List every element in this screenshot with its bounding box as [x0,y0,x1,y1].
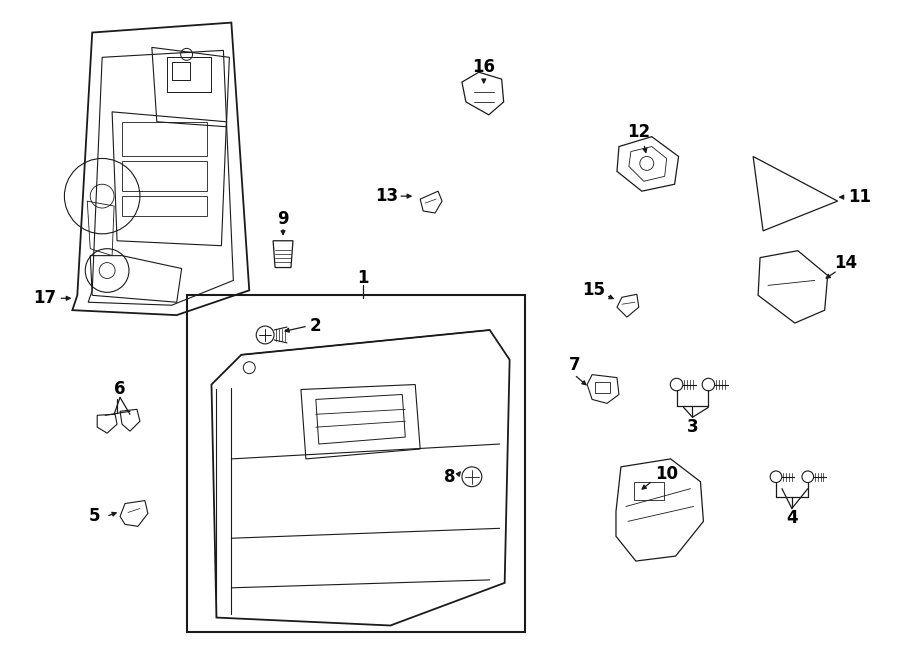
Text: 10: 10 [655,465,679,483]
Bar [122,196,206,216]
Text: 15: 15 [582,282,606,299]
Bar [166,58,212,92]
Text: 6: 6 [114,381,126,399]
Bar [122,122,206,157]
Text: 17: 17 [33,290,56,307]
Text: 13: 13 [374,187,398,205]
Text: 7: 7 [569,356,580,373]
Text: 1: 1 [356,270,368,288]
Text: 3: 3 [687,418,698,436]
Text: 16: 16 [472,58,495,76]
Bar [172,62,190,80]
Text: 11: 11 [848,188,871,206]
Text: 9: 9 [277,210,289,228]
Bar [122,161,206,191]
Text: 12: 12 [627,123,651,141]
Text: 8: 8 [445,468,455,486]
Bar [186,295,525,633]
Text: 5: 5 [88,508,100,525]
Bar [595,381,610,393]
Text: 4: 4 [786,510,797,527]
Text: 14: 14 [834,254,857,272]
Text: 2: 2 [310,317,321,335]
Bar [634,482,663,500]
